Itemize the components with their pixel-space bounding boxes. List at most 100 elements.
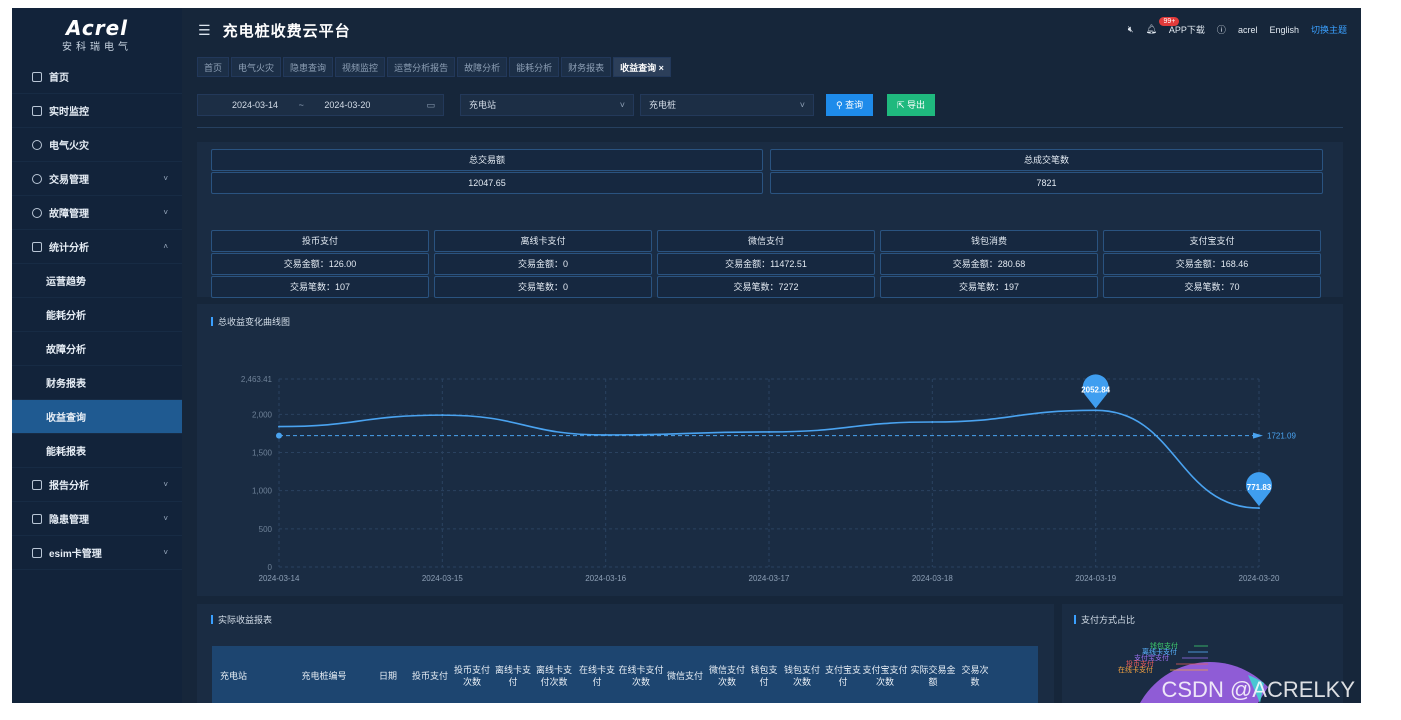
x-tick-label: 2024-03-14 xyxy=(259,574,300,583)
help-icon[interactable]: ⓘ xyxy=(1216,25,1226,35)
menu-toggle-icon[interactable]: ☰ xyxy=(198,21,211,38)
station-select[interactable]: 充电站 ˅ xyxy=(460,94,634,116)
calendar-icon: ▭ xyxy=(426,100,435,110)
sidebar-item[interactable]: 统计分析 ˄ xyxy=(12,230,182,264)
payment-amount: 交易金额：0 xyxy=(434,253,652,275)
y-tick-label: 2,000 xyxy=(252,410,273,419)
payment-amount: 交易金额：280.68 xyxy=(880,253,1098,275)
pile-select[interactable]: 充电桩 ˅ xyxy=(640,94,814,116)
export-button[interactable]: ⇱ 导出 xyxy=(887,94,936,116)
marker-pin xyxy=(1246,472,1272,507)
pie-slice-small xyxy=(1248,675,1264,703)
sidebar-item-label: 首页 xyxy=(49,73,69,84)
total-count-label: 总成交笔数 xyxy=(770,149,1323,171)
date-range-picker[interactable]: 2024-03-14 ~ 2024-03-20 ▭ xyxy=(197,94,444,116)
table-header-cell: 在线卡支付次数 xyxy=(618,665,664,687)
sidebar-item-label: 财务报表 xyxy=(46,379,86,390)
sidebar-item-label: 交易管理 xyxy=(49,175,89,186)
sidebar-item[interactable]: esim卡管理 ˅ xyxy=(12,536,182,570)
x-tick-label: 2024-03-15 xyxy=(422,574,463,583)
table-header-cell: 日期 xyxy=(378,671,397,681)
y-tick-label: 2,463.41 xyxy=(241,375,273,384)
tab[interactable]: 运营分析报告 xyxy=(387,57,456,77)
report-table-header: 充电站 充电桩编号 日期 投币支付 投币支付次数 离线卡支付 离线卡支付次数 在线卡支付 在线卡… xyxy=(212,646,1038,703)
payment-name: 投币支付 xyxy=(211,230,429,252)
payment-amount: 交易金额：168.46 xyxy=(1103,253,1321,275)
language-switch[interactable]: English xyxy=(1269,24,1299,35)
sidebar-item[interactable]: 故障管理 ˅ xyxy=(12,196,182,230)
tab-bar: 首页 电气火灾 隐患查询 视频监控 运营分析报告 故障分析 能耗分析 财务报表 收益查询 × xyxy=(197,57,671,77)
menu-icon xyxy=(32,547,42,558)
tab[interactable]: 首页 xyxy=(197,57,230,77)
sidebar-item-label: 电气火灾 xyxy=(49,141,89,152)
user-name[interactable]: acrel xyxy=(1237,24,1258,35)
table-header-cell: 支付宝支付 xyxy=(824,665,861,687)
x-tick-label: 2024-03-17 xyxy=(749,574,790,583)
mute-icon[interactable]: 🔇︎ xyxy=(1127,24,1134,34)
watermark: CSDN @ACRELKY xyxy=(1161,677,1356,702)
payment-count: 交易笔数：107 xyxy=(211,276,429,298)
table-header-cell: 离线卡支付次数 xyxy=(535,665,572,687)
date-end: 2024-03-20 xyxy=(324,100,371,110)
data-point xyxy=(1094,409,1097,412)
sidebar-item[interactable]: 能耗报表 xyxy=(12,434,182,468)
pie-label: 投币支付 xyxy=(1126,659,1154,668)
pie-label: 支付宝支付 xyxy=(1134,653,1169,662)
marker-pin xyxy=(1082,374,1109,409)
export-button-label: 导出 xyxy=(907,100,926,110)
menu-icon xyxy=(32,173,42,184)
table-header-cell: 充电站 xyxy=(220,671,248,681)
sidebar-item-label: 运营趋势 xyxy=(46,277,86,288)
search-icon: ⚲ xyxy=(836,100,846,110)
menu-icon xyxy=(32,139,42,150)
table-header-cell: 投币支付次数 xyxy=(453,665,490,687)
payment-name: 离线卡支付 xyxy=(434,230,652,252)
y-tick-label: 500 xyxy=(259,525,273,534)
sidebar-item[interactable]: 故障分析 xyxy=(12,332,182,366)
total-count-value: 7821 xyxy=(770,172,1323,194)
notification-icon[interactable]: 🔔︎ 99+ xyxy=(1145,17,1180,35)
sidebar-item[interactable]: 隐患管理 ˅ xyxy=(12,502,182,536)
payment-name: 微信支付 xyxy=(657,230,875,252)
sidebar-item[interactable]: 电气火灾 xyxy=(12,128,182,162)
query-button-label: 查询 xyxy=(845,100,864,110)
tab[interactable]: 隐患查询 xyxy=(283,57,334,77)
sidebar-item[interactable]: 交易管理 ˅ xyxy=(12,162,182,196)
pie-title: 支付方式占比 xyxy=(1074,613,1135,626)
average-arrow xyxy=(1253,432,1263,439)
payment-amount: 交易金额：11472.51 xyxy=(657,253,875,275)
tab[interactable]: 财务报表 xyxy=(561,57,612,77)
revenue-chart-panel: 总收益变化曲线图 0 500 1,000 1,500 2,000 2,463.41 2024… xyxy=(197,304,1343,596)
tab[interactable]: 故障分析 xyxy=(457,57,508,77)
table-header-cell: 在线卡支付 xyxy=(578,665,615,687)
marker-label: 771.83 xyxy=(1247,483,1272,492)
app-download-link[interactable]: APP下载 xyxy=(1168,25,1205,35)
query-button[interactable]: ⚲ 查询 xyxy=(826,94,874,116)
sidebar-item[interactable]: 运营趋势 xyxy=(12,264,182,298)
table-header-cell: 支付宝支付次数 xyxy=(862,665,908,687)
sidebar-item[interactable]: 能耗分析 xyxy=(12,298,182,332)
sidebar-item[interactable]: 收益查询 xyxy=(12,400,182,434)
payment-count: 交易笔数：197 xyxy=(880,276,1098,298)
sidebar-item[interactable]: 报告分析 ˅ xyxy=(12,468,182,502)
date-start: 2024-03-14 xyxy=(232,100,279,110)
tab[interactable]: 电气火灾 xyxy=(231,57,282,77)
sidebar-item[interactable]: 实时监控 xyxy=(12,94,182,128)
revenue-line-chart: 0 500 1,000 1,500 2,000 2,463.41 2024-03-14 202… xyxy=(241,374,1296,583)
table-header-cell: 钱包支付次数 xyxy=(783,665,820,687)
tab[interactable]: 能耗分析 xyxy=(509,57,560,77)
chevron-icon: ˅ xyxy=(163,480,168,489)
logo: Acrel 安科瑞电气 xyxy=(12,8,182,60)
theme-switch[interactable]: 切换主题 xyxy=(1310,25,1347,35)
sidebar-item[interactable]: 首页 xyxy=(12,60,182,94)
chevron-icon: ˅ xyxy=(163,174,168,183)
tab[interactable]: 收益查询 × xyxy=(613,57,671,77)
tab[interactable]: 视频监控 xyxy=(335,57,386,77)
sidebar-item[interactable]: 财务报表 xyxy=(12,366,182,400)
sidebar-menu: 首页实时监控电气火灾交易管理 ˅ 故障管理 ˅ 统计分析 ˄ 运营趋势能耗分析 故障分析财务报… xyxy=(12,60,182,570)
payment-count: 交易笔数：0 xyxy=(434,276,652,298)
pie-label: 离线卡支付 xyxy=(1142,647,1177,656)
table-header-cell: 微信支付 xyxy=(666,671,703,681)
